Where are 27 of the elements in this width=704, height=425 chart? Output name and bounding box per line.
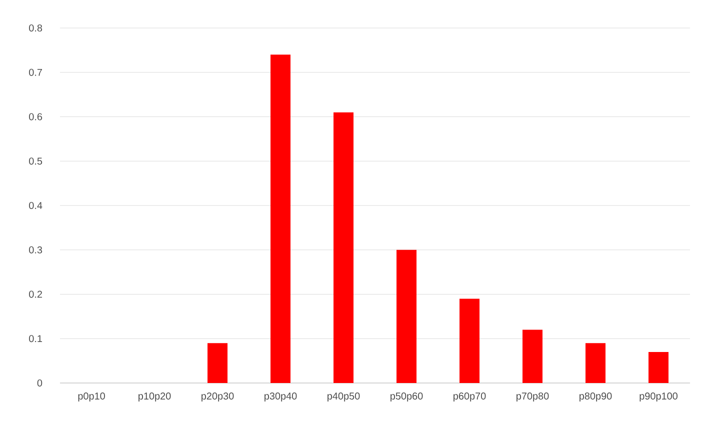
y-tick-label: 0.3: [29, 246, 42, 254]
x-tick-label: p70p80: [516, 392, 549, 402]
x-tick-label: p60p70: [454, 392, 486, 402]
x-tick-label: p10p20: [138, 392, 171, 402]
bar: [586, 343, 606, 383]
y-tick-label: 0.5: [29, 158, 42, 165]
x-tick-label: p80p90: [580, 392, 612, 402]
y-tick-label: 0.4: [29, 202, 42, 210]
bar: [334, 112, 354, 383]
bar: [522, 330, 542, 383]
y-tick-label: 0.2: [29, 290, 42, 298]
bar: [648, 352, 668, 383]
x-tick-label: p40p50: [328, 392, 360, 402]
x-tick-label: p20p30: [202, 392, 234, 402]
x-tick-label: p30p40: [264, 392, 297, 402]
y-tick-label: 0.8: [29, 24, 42, 32]
bar: [270, 54, 290, 383]
x-tick-label: p0p10: [78, 392, 105, 402]
x-tick-label: p90p100: [640, 392, 678, 402]
x-tick-label: p50p60: [390, 392, 423, 402]
bar: [396, 250, 416, 383]
bar: [460, 298, 480, 383]
bar: [208, 343, 228, 383]
y-tick-label: 0.6: [29, 113, 42, 120]
y-tick-label: 0: [37, 379, 42, 387]
y-tick-label: 0.7: [29, 68, 42, 76]
y-tick-label: 0.1: [29, 335, 42, 342]
